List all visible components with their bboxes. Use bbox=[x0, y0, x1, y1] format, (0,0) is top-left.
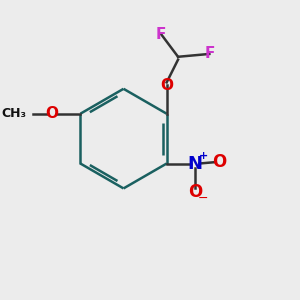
Text: O: O bbox=[188, 183, 202, 201]
Text: −: − bbox=[198, 192, 208, 205]
Text: F: F bbox=[156, 26, 166, 41]
Text: F: F bbox=[204, 46, 214, 62]
Text: +: + bbox=[199, 152, 208, 161]
Text: O: O bbox=[212, 153, 226, 171]
Text: CH₃: CH₃ bbox=[1, 107, 26, 120]
Text: O: O bbox=[45, 106, 58, 121]
Text: N: N bbox=[188, 154, 202, 172]
Text: O: O bbox=[160, 78, 173, 93]
